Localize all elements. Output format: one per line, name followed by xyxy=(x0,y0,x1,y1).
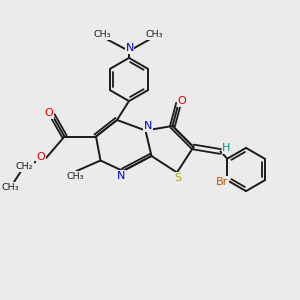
Text: CH₃: CH₃ xyxy=(66,172,84,181)
Text: O: O xyxy=(44,108,53,118)
Text: CH₂: CH₂ xyxy=(16,162,33,171)
Text: N: N xyxy=(144,121,152,131)
Text: CH₃: CH₃ xyxy=(2,183,19,192)
Text: CH₃: CH₃ xyxy=(146,30,163,39)
Text: O: O xyxy=(178,96,187,106)
Text: H: H xyxy=(222,143,231,153)
Text: Br: Br xyxy=(216,177,228,187)
Text: O: O xyxy=(37,152,46,163)
Text: CH₃: CH₃ xyxy=(93,30,111,39)
Text: N: N xyxy=(125,43,134,53)
Text: S: S xyxy=(174,172,181,183)
Text: N: N xyxy=(117,171,126,181)
